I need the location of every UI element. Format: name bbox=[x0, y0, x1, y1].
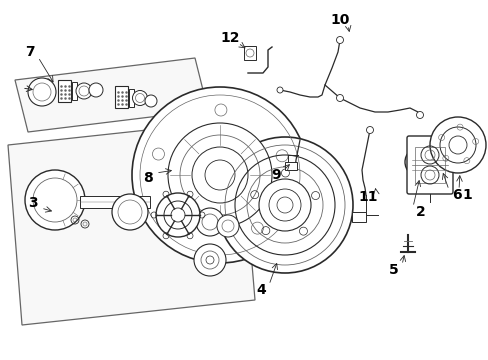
Circle shape bbox=[156, 193, 200, 237]
Bar bbox=[244, 46, 256, 60]
Polygon shape bbox=[8, 120, 254, 325]
Bar bbox=[80, 196, 150, 208]
Circle shape bbox=[366, 126, 373, 134]
Circle shape bbox=[76, 83, 92, 99]
Circle shape bbox=[196, 208, 224, 236]
Text: 12: 12 bbox=[220, 31, 239, 45]
Bar bbox=[72, 82, 77, 100]
Circle shape bbox=[25, 170, 85, 230]
Bar bbox=[285, 162, 296, 170]
Circle shape bbox=[28, 78, 56, 106]
Circle shape bbox=[89, 83, 103, 97]
Text: 2: 2 bbox=[415, 205, 425, 219]
Circle shape bbox=[168, 123, 271, 227]
Bar bbox=[129, 89, 134, 107]
Bar bbox=[115, 86, 128, 108]
Circle shape bbox=[194, 244, 225, 276]
Circle shape bbox=[276, 87, 283, 93]
Circle shape bbox=[112, 194, 148, 230]
Circle shape bbox=[259, 179, 310, 231]
Text: 4: 4 bbox=[256, 283, 265, 297]
Circle shape bbox=[416, 112, 423, 118]
Text: 8: 8 bbox=[143, 171, 153, 185]
Circle shape bbox=[145, 95, 157, 107]
Circle shape bbox=[132, 90, 147, 105]
Text: 11: 11 bbox=[358, 190, 377, 204]
Text: 9: 9 bbox=[271, 168, 280, 182]
Circle shape bbox=[132, 87, 307, 263]
Circle shape bbox=[404, 147, 434, 177]
Text: 3: 3 bbox=[28, 196, 38, 210]
Polygon shape bbox=[15, 58, 207, 132]
Text: 1: 1 bbox=[461, 188, 471, 202]
Text: 7: 7 bbox=[25, 45, 35, 59]
Text: 5: 5 bbox=[388, 263, 398, 277]
Circle shape bbox=[336, 94, 343, 102]
Bar bbox=[58, 80, 71, 102]
Bar bbox=[414, 147, 444, 183]
Circle shape bbox=[217, 215, 239, 237]
Circle shape bbox=[336, 36, 343, 44]
FancyBboxPatch shape bbox=[406, 136, 452, 194]
Bar bbox=[351, 212, 365, 222]
Text: 10: 10 bbox=[329, 13, 349, 27]
Circle shape bbox=[429, 117, 485, 173]
Text: 6: 6 bbox=[451, 188, 461, 202]
Circle shape bbox=[217, 137, 352, 273]
